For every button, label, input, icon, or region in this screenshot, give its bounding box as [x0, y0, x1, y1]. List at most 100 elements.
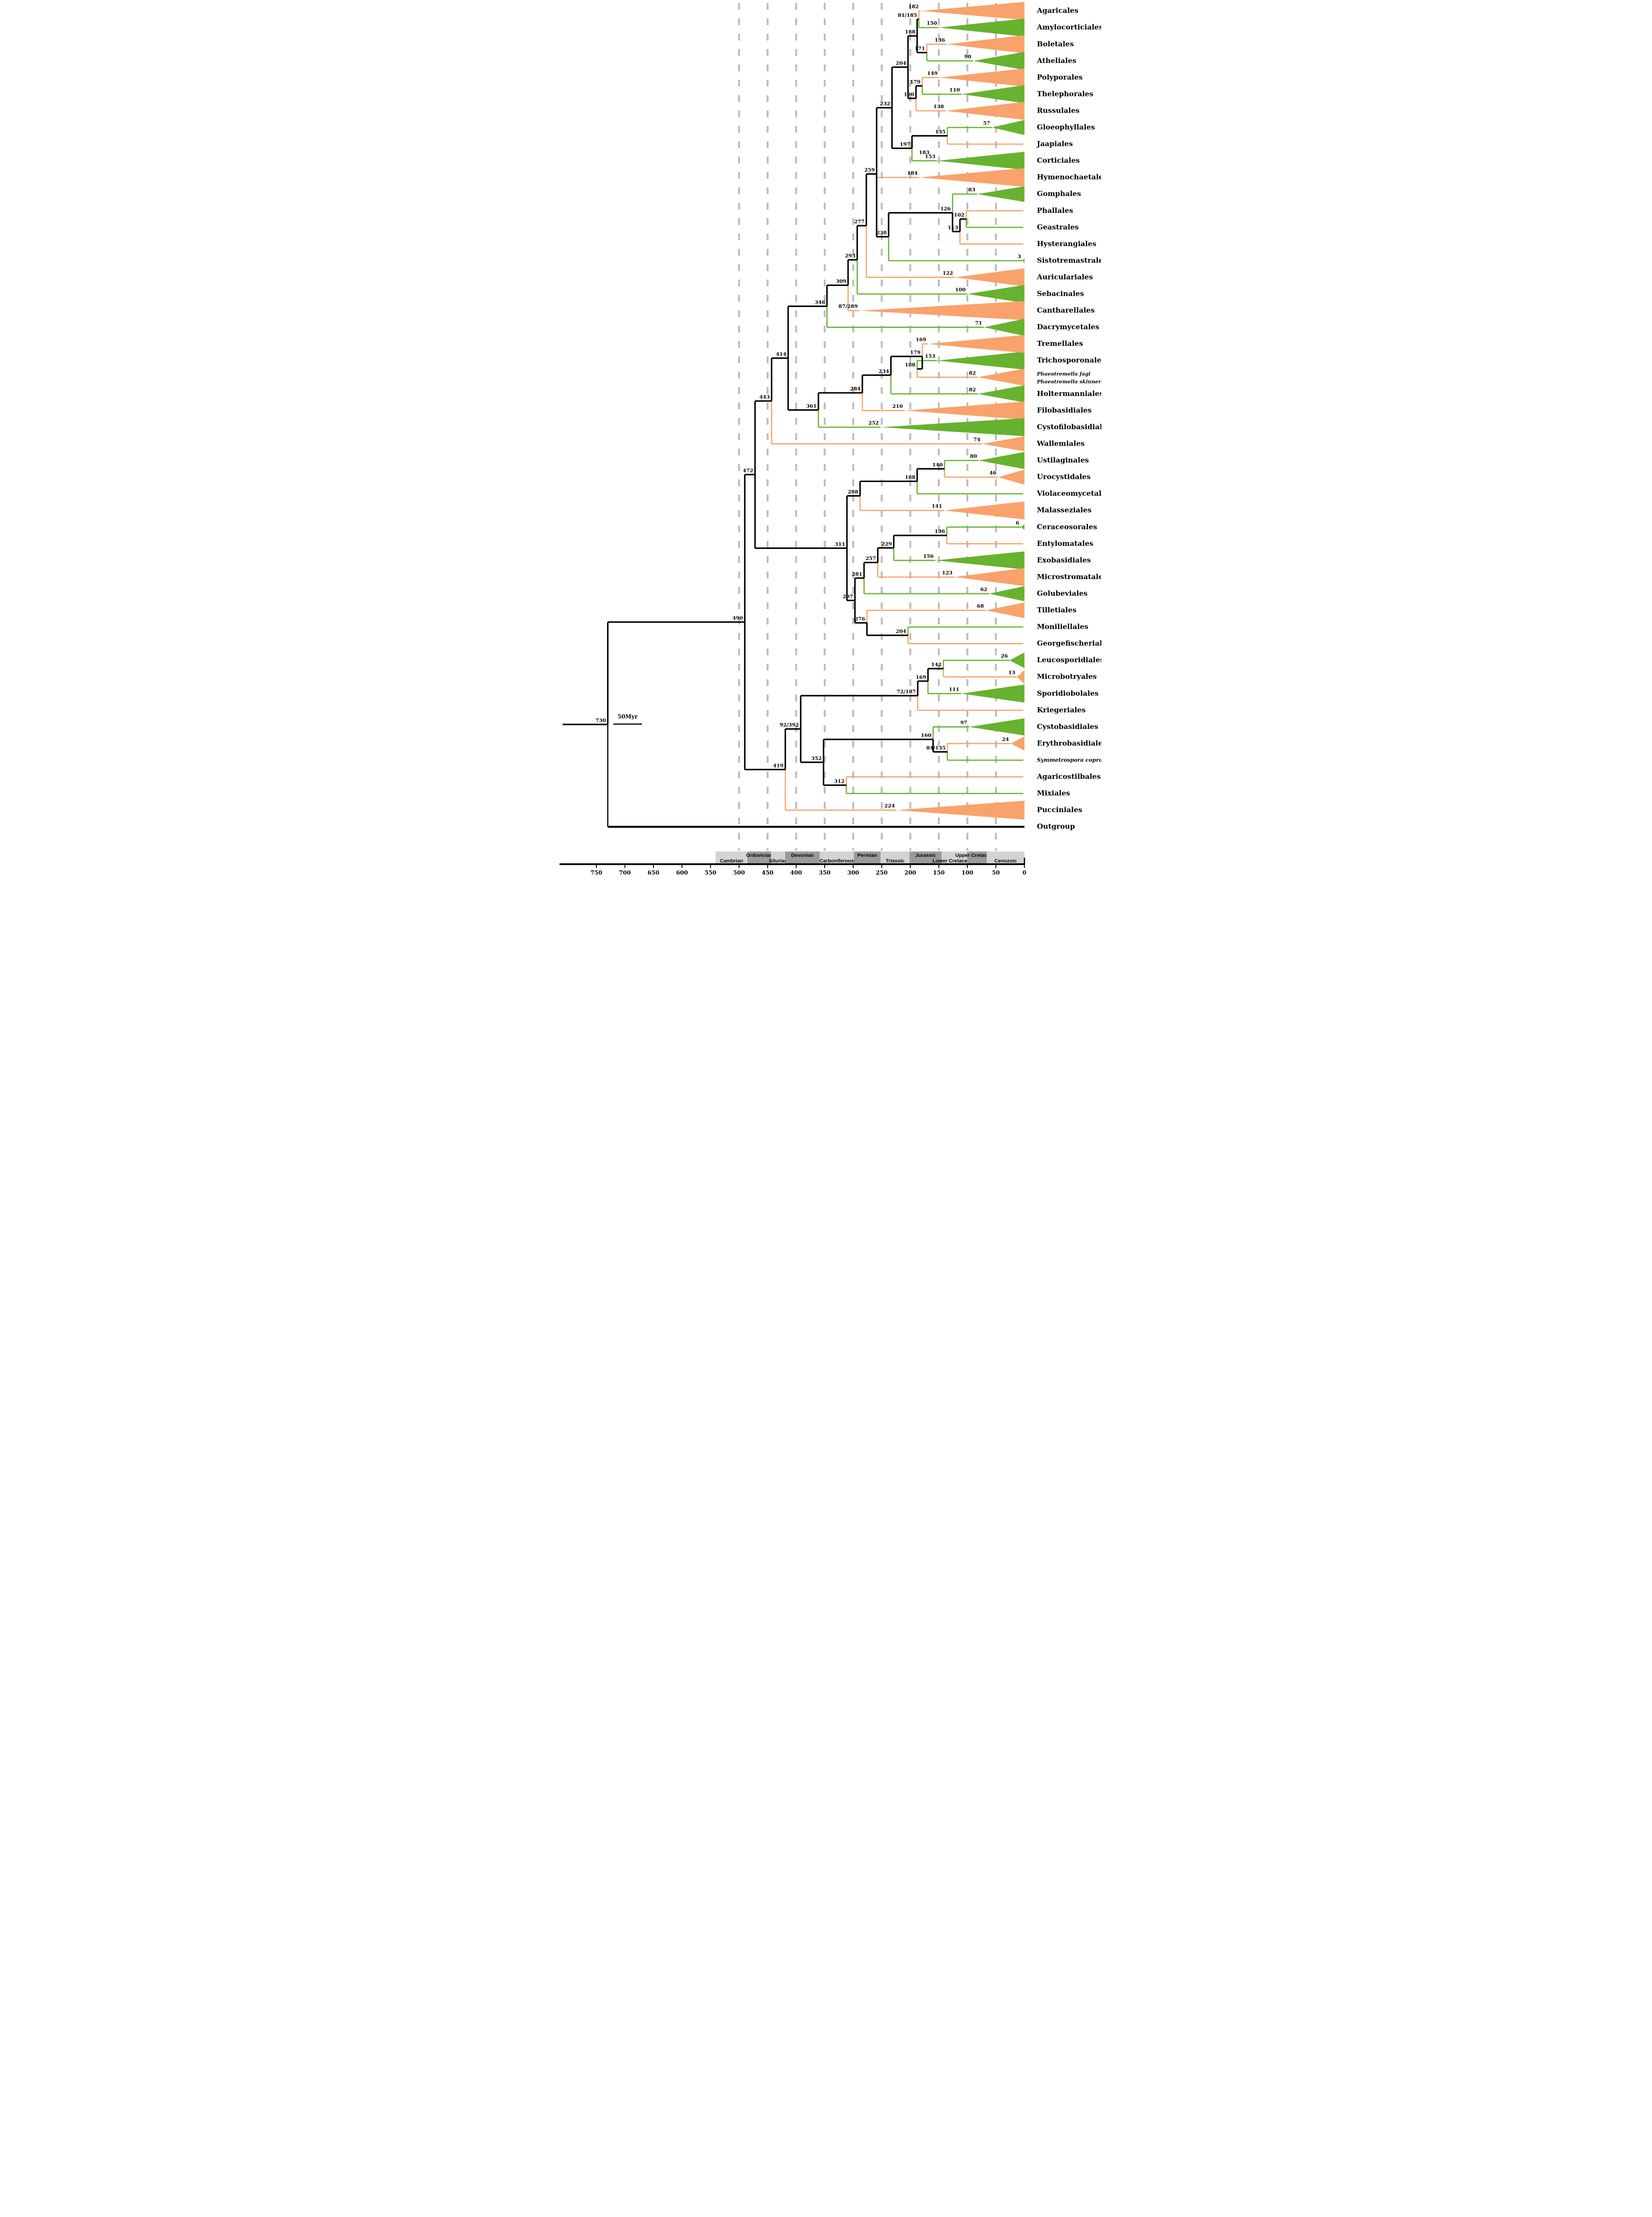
node-age-label: 188 — [905, 29, 916, 35]
crown-age-label: 224 — [885, 803, 895, 809]
taxon-label: Georgefischeriales — [1037, 639, 1101, 647]
clade-triangle-Russulales — [945, 102, 1025, 120]
node-age-label: 284 — [850, 386, 861, 392]
node-age-label: 142 — [931, 662, 942, 668]
axis-tick-label: 250 — [876, 869, 888, 876]
crown-age-label: 13 — [1008, 670, 1015, 676]
scalebar-layer: 50Myr — [613, 713, 642, 725]
axis-tick-label: 300 — [847, 869, 859, 876]
taxon-label: Ustilaginales — [1037, 456, 1089, 464]
axis-tick-label: 0 — [1022, 869, 1026, 876]
clade-triangle-Sebacinales — [967, 285, 1025, 303]
node-age-label: 169 — [916, 674, 926, 680]
node-age-label: 293 — [845, 253, 856, 259]
crown-age-label: 46 — [990, 470, 997, 476]
clade-triangle-Auriculariales — [955, 268, 1025, 286]
node-age-label: 281 — [852, 571, 862, 577]
taxon-label: Hysterangiales — [1037, 239, 1096, 248]
node-age-label: 232 — [880, 101, 890, 107]
crown-age-label: 26 — [1001, 653, 1008, 659]
axis-tick-label: 500 — [733, 869, 745, 876]
node-age-label: 126 — [940, 206, 951, 212]
period-band-Cambrian — [716, 851, 748, 864]
clade-triangle-Pucciniales — [896, 800, 1025, 820]
clade-triangle-Malasseziales — [944, 501, 1025, 520]
period-band-Permian — [853, 851, 881, 864]
taxon-label: Thelephorales — [1037, 90, 1093, 98]
period-label: Ordovician — [746, 853, 772, 858]
period-band-Carboniferous — [819, 851, 854, 864]
taxon-label: Moniliellales — [1037, 623, 1088, 631]
clade-triangle-Amylocorticiales — [939, 18, 1025, 37]
crown-age-label: 150 — [927, 20, 937, 26]
period-label: Permian — [857, 853, 877, 858]
taxon-label: Exobasidiales — [1037, 556, 1091, 564]
node-age-label: 102 — [954, 212, 965, 218]
crown-age-label: 141 — [932, 503, 942, 509]
period-band-Triassic — [881, 851, 910, 864]
taxon-label: Symmetrospora coprosmae — [1037, 757, 1101, 763]
node-age-label: 140 — [932, 462, 943, 468]
clade-triangle-Gloeophyllales — [992, 120, 1025, 135]
crown-age-label: 74 — [974, 436, 981, 443]
crown-age-label: 62 — [980, 586, 987, 592]
taxon-label: Sistotremastrales — [1037, 256, 1101, 264]
crown-age-label: 82 — [969, 386, 976, 392]
crown-age-label: 182 — [908, 4, 919, 10]
taxon-label: Sporidiobolales — [1037, 689, 1099, 697]
node-age-label: 490 — [732, 615, 743, 621]
taxon-label: Entylomatales — [1037, 539, 1093, 548]
crown-age-label: 111 — [949, 686, 959, 692]
period-band-Cenozoic — [987, 851, 1025, 864]
tree-layer: 182 Agaricales 150 Amylocorticiales 81/185 13… — [562, 2, 1101, 830]
axis-tick-label: 600 — [676, 869, 688, 876]
node-age-label: 414 — [776, 351, 787, 357]
axis-tick-label: 150 — [933, 869, 945, 876]
taxon-label: Phallales — [1037, 206, 1073, 215]
crown-age-label: 97 — [960, 719, 967, 725]
period-label: Devonian — [791, 853, 814, 858]
clade-triangle-Cystobasidiales — [969, 718, 1025, 736]
taxon-label: Agaricales — [1037, 6, 1079, 15]
taxon-label: Filobasidiales — [1037, 406, 1092, 414]
clade-triangle-Sporidiobolales — [961, 684, 1025, 703]
chronogram-svg: 182 Agaricales 150 Amylocorticiales 81/185 13… — [551, 0, 1101, 877]
crown-age-label: 87/289 — [838, 303, 858, 309]
clade-triangle-Holtermanniales — [978, 385, 1025, 403]
taxon-label: Sebacinales — [1037, 290, 1084, 298]
taxon-label: Tremellales — [1037, 339, 1083, 348]
crown-age-label: 57 — [983, 120, 990, 126]
taxon-label: Cystofilobasidiales — [1037, 423, 1101, 431]
taxon-label: Pucciniales — [1037, 806, 1082, 814]
taxon-label: Amylocorticiales — [1037, 23, 1101, 31]
crown-age-label: 252 — [869, 419, 879, 426]
taxon-label: Gloeophyllales — [1037, 123, 1095, 131]
taxon-label: Geastrales — [1037, 223, 1079, 231]
taxon-label: Cantharellales — [1037, 306, 1095, 314]
crown-age-label: 169 — [916, 337, 926, 343]
clade-triangle-Dacrymycetales — [984, 318, 1025, 336]
taxon-label: Mixiales — [1037, 789, 1070, 797]
node-age-label: 346 — [815, 299, 826, 305]
clade-triangle-Agaricales — [920, 2, 1025, 20]
axis-tick-label: 100 — [962, 869, 974, 876]
taxon-label: Phaeotremella fagi — [1037, 371, 1091, 377]
period-label: Cambrian — [720, 858, 743, 864]
clade-triangle-Sistotremastrales — [1022, 258, 1025, 264]
axis-tick-label: 200 — [904, 869, 916, 876]
clade-triangle-Atheliales — [973, 51, 1025, 70]
node-age-label: 72/187 — [896, 689, 916, 695]
node-age-label: 730 — [595, 717, 606, 723]
period-band-Devonian — [785, 851, 820, 864]
axis-tick-label: 750 — [591, 869, 603, 876]
node-age-label: 171 — [915, 45, 925, 51]
period-band-Upper Cretaceous — [967, 851, 987, 864]
clade-triangle-Tilletiales — [986, 602, 1025, 619]
clade-triangle-Polyporales — [939, 68, 1025, 87]
crown-age-label: 153 — [925, 353, 936, 359]
node-age-label: 276 — [855, 615, 865, 622]
crown-age-label: 136 — [935, 37, 945, 43]
node-age-label: 352 — [811, 755, 822, 761]
node-age-label: 309 — [836, 278, 846, 284]
clade-triangle-Ustilaginales — [979, 452, 1025, 469]
